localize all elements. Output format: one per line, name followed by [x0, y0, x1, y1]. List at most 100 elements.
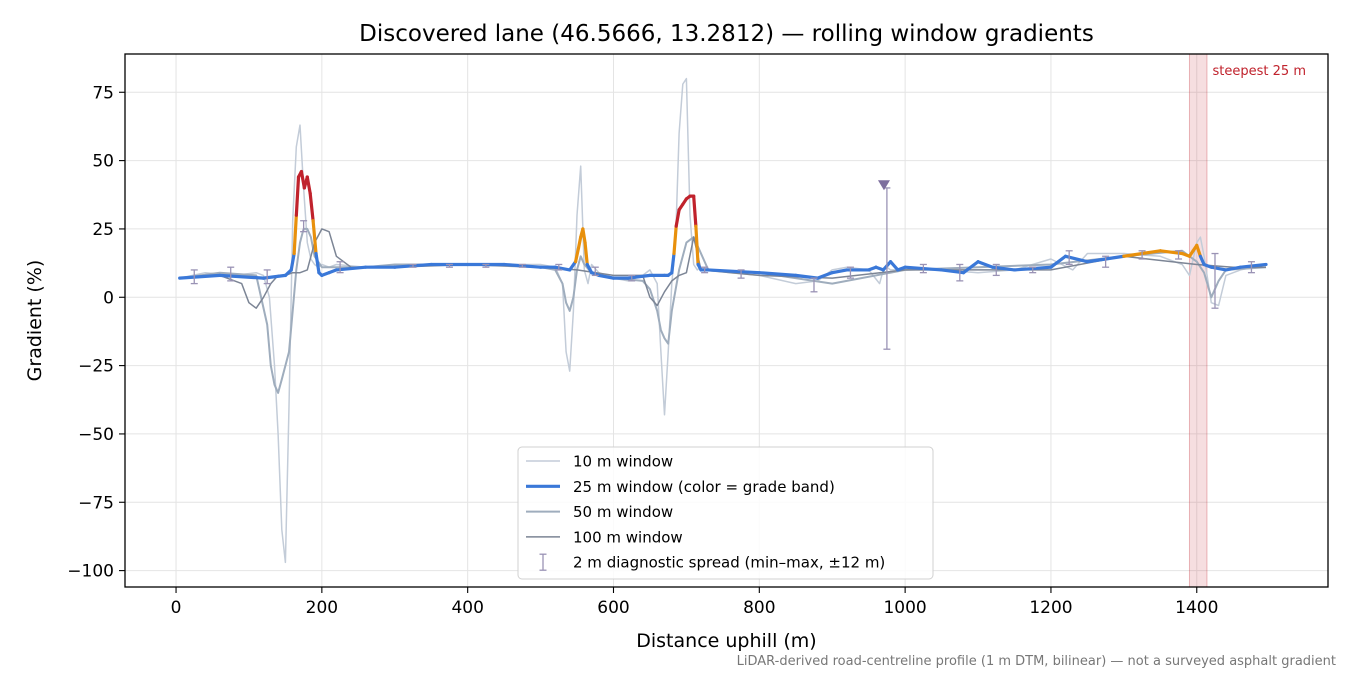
series-25m-segment	[1195, 243, 1203, 258]
diagnostic-outlier-marker	[877, 180, 890, 191]
series-25m-segment	[1209, 265, 1228, 272]
diagnostic-errorbar	[482, 263, 490, 268]
series-25m-segment	[706, 268, 761, 275]
legend-box	[517, 446, 934, 580]
series-25m-segment	[672, 224, 678, 256]
legend-diagnostic-label: 2 m diagnostic spread (min–max, ±12 m)	[573, 554, 885, 572]
diagnostic-errorbar	[591, 266, 599, 277]
series-25m-segment	[581, 227, 587, 245]
series-25m-segment	[1238, 262, 1268, 269]
diagnostic-errorbar	[956, 263, 964, 282]
y-tick-label: 0	[103, 288, 114, 308]
legend-50m-label: 50 m window	[573, 503, 673, 521]
series-25m-segment	[694, 224, 700, 267]
diagnostic-errorbar	[992, 263, 1000, 277]
x-tick-label: 1200	[1029, 598, 1072, 618]
y-tick-label: 50	[92, 152, 114, 172]
series-25m-segment	[289, 251, 296, 272]
diagnostic-spread-group	[190, 180, 1255, 350]
series-25m-segment	[553, 265, 572, 272]
x-tick-label: 400	[451, 598, 483, 618]
grid	[125, 54, 1328, 587]
diagnostic-errorbar	[336, 261, 344, 274]
diagnostic-errorbar	[445, 263, 453, 268]
diagnostic-errorbar	[1102, 255, 1110, 268]
series-25m-segment	[305, 175, 312, 195]
legend-25m-label: 25 m window (color = grade band)	[573, 478, 835, 496]
footnote: LiDAR-derived road-centreline profile (1…	[737, 654, 1336, 669]
legend-100m-entry: 100 m window	[526, 528, 683, 546]
chart-title: Discovered lane (46.5666, 13.2812) — rol…	[359, 21, 1094, 47]
diagnostic-errorbar	[555, 263, 563, 271]
diagnostic-errorbar	[628, 274, 636, 282]
diagnostic-errorbar	[518, 263, 526, 268]
diagnostic-errorbar	[1175, 250, 1183, 260]
legend: 10 m window 25 m window (color = grade ba…	[517, 446, 934, 580]
series-25m-segment	[314, 251, 321, 275]
series-25m-line	[178, 169, 1268, 280]
diagnostic-errorbar	[409, 263, 417, 268]
diagnostic-errorbar	[737, 269, 745, 279]
series-25m-segment	[294, 175, 301, 217]
x-axis-label: Distance uphill (m)	[636, 630, 816, 652]
series-25m-segment	[573, 246, 581, 264]
series-25m-segment	[178, 273, 222, 280]
series-10m-line	[179, 77, 1267, 564]
series-25m-segment	[674, 208, 681, 228]
x-tick-label: 1000	[883, 598, 926, 618]
series-25m-segment	[308, 191, 315, 223]
axis-ticks: 0 200 400 600 800 1000 1200 1400 −100 −75 −50 −25 0 2…	[67, 83, 1218, 618]
series-25m-segment	[1224, 265, 1243, 272]
x-tick-label: 800	[743, 598, 775, 618]
y-tick-label: 75	[92, 83, 114, 103]
series-25m-segment	[218, 273, 266, 280]
series-group	[178, 77, 1268, 564]
x-tick-label: 200	[306, 598, 338, 618]
y-tick-label: −25	[78, 357, 114, 377]
series-25m-segment	[888, 260, 900, 272]
y-tick-label: −50	[78, 425, 114, 445]
diagnostic-errorbar	[300, 220, 308, 233]
diagnostic-errorbar	[190, 269, 198, 285]
x-tick-label: 1400	[1175, 598, 1218, 618]
legend-diagnostic-entry: 2 m diagnostic spread (min–max, ±12 m)	[539, 553, 885, 572]
legend-50m-entry: 50 m window	[526, 503, 673, 521]
series-25m-segment	[334, 265, 368, 272]
plot-frame	[124, 53, 1329, 588]
series-25m-segment	[597, 273, 616, 280]
series-25m-segment	[568, 260, 578, 272]
legend-100m-label: 100 m window	[573, 528, 683, 546]
diagnostic-errorbar	[263, 269, 271, 285]
series-25m-segment	[583, 241, 589, 267]
diagnostic-errorbar	[1029, 266, 1037, 274]
diagnostic-errorbar	[227, 266, 235, 282]
diagnostic-errorbar	[1211, 252, 1219, 309]
y-tick-label: −75	[78, 493, 114, 513]
series-25m-segment	[961, 260, 980, 275]
steepest-annotation: steepest 25 m	[1213, 64, 1306, 79]
series-25m-segment	[311, 219, 318, 256]
series-25m-segment	[1049, 254, 1068, 269]
diagnostic-errorbar	[701, 266, 709, 274]
y-axis-label: Gradient (%)	[24, 260, 46, 382]
series-25m-segment	[757, 271, 798, 277]
series-25m-segment	[670, 251, 676, 275]
series-25m-segment	[576, 235, 583, 250]
diagnostic-errorbar	[810, 277, 818, 293]
series-25m-segment	[692, 194, 698, 228]
diagnostic-errorbar	[846, 266, 854, 279]
diagnostic-errorbar	[1247, 261, 1255, 274]
legend-10m-label: 10 m window	[573, 453, 673, 471]
legend-25m-entry: 25 m window (color = grade band)	[526, 478, 835, 496]
series-25m-segment	[816, 271, 834, 280]
steepest-band	[1188, 53, 1208, 588]
x-tick-label: 0	[171, 598, 182, 618]
diagnostic-errorbar	[1138, 250, 1146, 260]
series-25m-segment	[976, 260, 995, 269]
series-50m-line	[179, 227, 1267, 394]
series-25m-segment	[830, 268, 849, 275]
x-tick-label: 600	[597, 598, 629, 618]
series-25m-segment	[292, 213, 298, 256]
y-tick-label: 25	[92, 220, 114, 240]
